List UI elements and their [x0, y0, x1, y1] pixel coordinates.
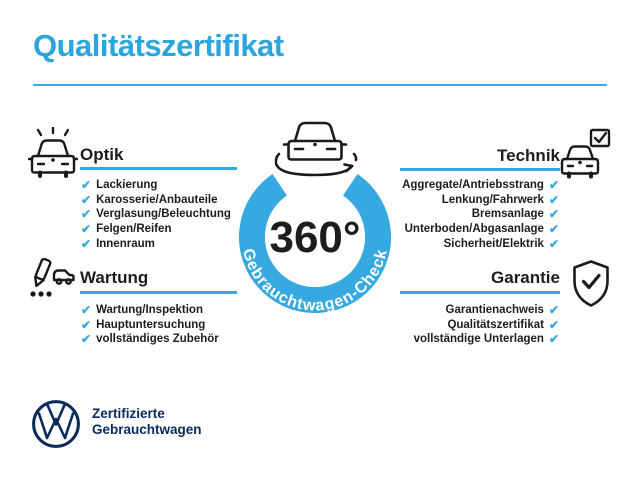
- item-label: vollständige Unterlagen: [413, 333, 544, 346]
- check-icon: ✔: [81, 178, 92, 193]
- section-title-optik: Optik: [80, 145, 124, 164]
- section-items-garantie: ✔ Garantienachweis ✔ Qualitätszertifikat ✔…: [414, 303, 559, 347]
- list-item: ✔ Karosserie/Anbauteile: [81, 193, 231, 208]
- section-rule-garantie: [400, 291, 560, 294]
- check-icon: ✔: [548, 192, 559, 207]
- check-icon: ✔: [548, 178, 559, 193]
- check-icon: ✔: [81, 236, 92, 251]
- item-label: Bremsanlage: [471, 208, 544, 221]
- list-item: ✔ Bremsanlage: [472, 207, 559, 222]
- list-item: ✔ Qualitätszertifikat: [447, 318, 559, 333]
- list-item: ✔ Sicherheit/Elektrik: [444, 236, 559, 251]
- footer-brand-text: Zertifizierte Gebrauchtwagen: [92, 406, 202, 438]
- item-label: Hauptuntersuchung: [96, 318, 206, 331]
- 360-check-badge: 360° Gebrauchtwagen-Check: [215, 113, 415, 325]
- check-icon: ✔: [548, 332, 559, 347]
- title-divider: [33, 84, 607, 86]
- list-item: ✔ Innenraum: [81, 236, 231, 251]
- car-checkbox-icon: [560, 127, 614, 181]
- list-item: ✔ vollständige Unterlagen: [414, 332, 559, 347]
- degree-label: 360°: [269, 213, 360, 262]
- section-rule-wartung: [80, 291, 237, 294]
- list-item: ✔ Wartung/Inspektion: [81, 303, 219, 318]
- section-rule-technik: [400, 168, 560, 171]
- check-icon: ✔: [548, 207, 559, 222]
- vw-logo: [31, 399, 81, 449]
- item-label: Lenkung/Fahrwerk: [441, 193, 544, 206]
- section-title-wartung: Wartung: [80, 268, 149, 287]
- check-icon: ✔: [81, 317, 92, 332]
- check-icon: ✔: [81, 207, 92, 222]
- section-title-technik: Technik: [497, 146, 560, 165]
- section-items-wartung: ✔ Wartung/Inspektion ✔ Hauptuntersuchung ✔…: [81, 303, 219, 347]
- check-icon: ✔: [548, 236, 559, 251]
- list-item: ✔ Aggregate/Antriebsstrang: [402, 178, 559, 193]
- check-icon: ✔: [81, 332, 92, 347]
- item-label: Felgen/Reifen: [96, 223, 172, 236]
- ring-shape: [239, 174, 391, 313]
- item-label: Wartung/Inspektion: [96, 304, 203, 317]
- list-item: ✔ Lackierung: [81, 178, 231, 193]
- section-rule-optik: [80, 167, 237, 170]
- item-label: Innenraum: [96, 237, 155, 250]
- list-item: ✔ Unterboden/Abgasanlage: [405, 222, 559, 237]
- item-label: Qualitätszertifikat: [447, 318, 544, 331]
- item-label: Lackierung: [96, 179, 158, 192]
- section-title-garantie: Garantie: [491, 268, 560, 287]
- list-item: ✔ Garantienachweis: [446, 303, 560, 318]
- section-items-technik: ✔ Aggregate/Antriebsstrang ✔ Lenkung/Fahrw…: [402, 178, 559, 251]
- check-icon: ✔: [548, 317, 559, 332]
- list-item: ✔ Lenkung/Fahrwerk: [442, 193, 559, 208]
- item-label: Aggregate/Antriebsstrang: [402, 179, 544, 192]
- footer-line2: Gebrauchtwagen: [92, 422, 202, 437]
- car-shine-icon: [28, 127, 78, 179]
- list-item: ✔ Felgen/Reifen: [81, 222, 231, 237]
- item-label: Sicherheit/Elektrik: [443, 237, 544, 250]
- check-icon: ✔: [81, 192, 92, 207]
- item-label: vollständiges Zubehör: [96, 333, 219, 346]
- footer-line1: Zertifizierte: [92, 406, 165, 421]
- rotating-car-icon: [274, 121, 358, 177]
- check-icon: ✔: [81, 222, 92, 237]
- check-icon: ✔: [548, 303, 559, 318]
- check-icon: ✔: [548, 222, 559, 237]
- shield-check-icon: [568, 259, 614, 313]
- checklist-pen-car-icon: [26, 258, 78, 312]
- item-label: Garantienachweis: [445, 304, 544, 317]
- list-item: ✔ Verglasung/Beleuchtung: [81, 207, 231, 222]
- page-title: Qualitätszertifikat: [33, 28, 284, 63]
- check-icon: ✔: [81, 303, 92, 318]
- item-label: Unterboden/Abgasanlage: [404, 223, 544, 236]
- section-items-optik: ✔ Lackierung ✔ Karosserie/Anbauteile ✔ Verg…: [81, 178, 231, 251]
- item-label: Verglasung/Beleuchtung: [96, 208, 231, 221]
- list-item: ✔ vollständiges Zubehör: [81, 332, 219, 347]
- list-item: ✔ Hauptuntersuchung: [81, 318, 219, 333]
- item-label: Karosserie/Anbauteile: [96, 193, 218, 206]
